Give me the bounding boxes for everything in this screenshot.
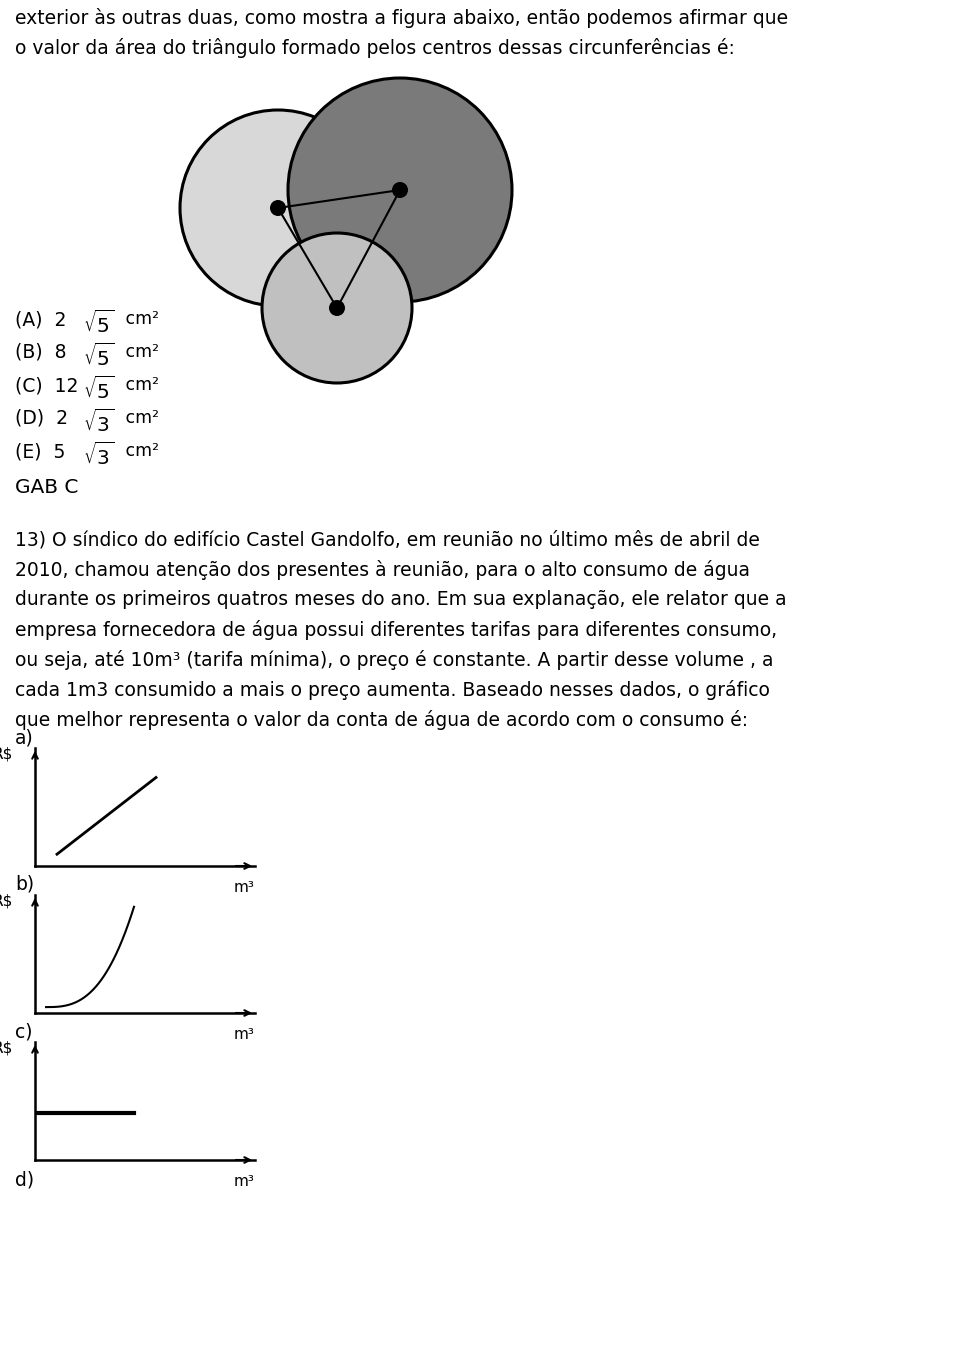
Circle shape: [180, 109, 376, 306]
Text: c): c): [15, 1023, 33, 1042]
Text: $\sqrt{5}$: $\sqrt{5}$: [83, 376, 114, 403]
Text: exterior às outras duas, como mostra a figura abaixo, então podemos afirmar que: exterior às outras duas, como mostra a f…: [15, 8, 788, 27]
Text: empresa fornecedora de água possui diferentes tarifas para diferentes consumo,: empresa fornecedora de água possui difer…: [15, 621, 778, 640]
Text: o valor da área do triângulo formado pelos centros dessas circunferências é:: o valor da área do triângulo formado pel…: [15, 38, 734, 57]
Text: m³: m³: [233, 1174, 254, 1189]
Text: que melhor representa o valor da conta de água de acordo com o consumo é:: que melhor representa o valor da conta d…: [15, 709, 748, 730]
Text: (D)  2: (D) 2: [15, 409, 68, 428]
Text: (B)  8: (B) 8: [15, 343, 66, 362]
Text: 2010, chamou atenção dos presentes à reunião, para o alto consumo de água: 2010, chamou atenção dos presentes à reu…: [15, 560, 750, 580]
Text: $\sqrt{5}$: $\sqrt{5}$: [83, 310, 114, 338]
Text: R$: R$: [0, 894, 13, 909]
Text: $\sqrt{3}$: $\sqrt{3}$: [83, 442, 114, 469]
Circle shape: [262, 232, 412, 383]
Text: (C)  12: (C) 12: [15, 376, 79, 395]
Text: cm²: cm²: [120, 442, 159, 461]
Text: b): b): [15, 875, 35, 894]
Text: cm²: cm²: [120, 343, 159, 361]
Text: $\sqrt{3}$: $\sqrt{3}$: [83, 409, 114, 436]
Circle shape: [329, 299, 345, 316]
Text: cm²: cm²: [120, 310, 159, 328]
Circle shape: [270, 200, 286, 216]
Text: m³: m³: [233, 1027, 254, 1042]
Text: cm²: cm²: [120, 409, 159, 427]
Text: durante os primeiros quatros meses do ano. Em sua explanação, ele relator que a: durante os primeiros quatros meses do an…: [15, 591, 786, 610]
Text: $\sqrt{5}$: $\sqrt{5}$: [83, 343, 114, 370]
Text: R$: R$: [0, 1040, 13, 1055]
Text: cm²: cm²: [120, 376, 159, 394]
Text: cada 1m3 consumido a mais o preço aumenta. Baseado nesses dados, o gráfico: cada 1m3 consumido a mais o preço aument…: [15, 679, 770, 700]
Circle shape: [288, 78, 512, 302]
Text: (E)  5: (E) 5: [15, 442, 65, 461]
Text: d): d): [15, 1170, 35, 1189]
Text: 13) O síndico do edifício Castel Gandolfo, em reunião no último mês de abril de: 13) O síndico do edifício Castel Gandolf…: [15, 530, 760, 550]
Text: ou seja, até 10m³ (tarifa mínima), o preço é constante. A partir desse volume , : ou seja, até 10m³ (tarifa mínima), o pre…: [15, 649, 774, 670]
Text: (A)  2: (A) 2: [15, 310, 66, 329]
Text: R$: R$: [0, 746, 13, 761]
Text: GAB C: GAB C: [15, 478, 79, 498]
Text: m³: m³: [233, 880, 254, 895]
Circle shape: [392, 182, 408, 198]
Text: a): a): [15, 729, 34, 746]
